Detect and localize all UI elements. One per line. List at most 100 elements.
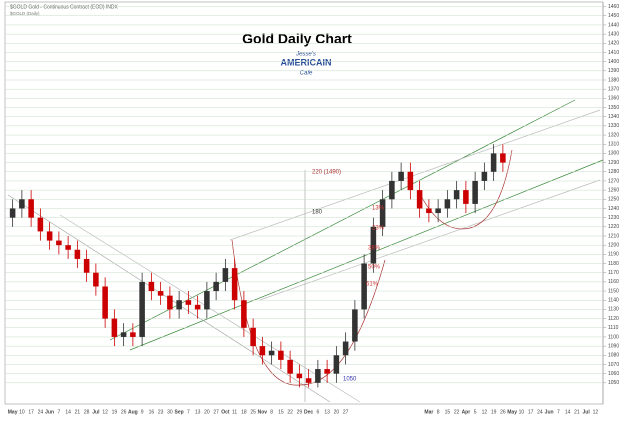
x-tick-label: 21 — [75, 409, 81, 415]
candle-body — [463, 190, 469, 204]
x-tick-label: May — [8, 409, 18, 415]
y-tick-label: 1270 — [608, 178, 619, 184]
y-tick-label: 1420 — [608, 41, 619, 47]
x-tick-label: 15 — [445, 409, 451, 415]
x-tick-label: 10 — [519, 409, 525, 415]
x-tick-label: 20 — [334, 409, 340, 415]
x-tick-label: 19 — [491, 409, 497, 415]
annotation: 61% — [366, 282, 379, 288]
y-tick-label: 1400 — [608, 59, 619, 65]
y-tick-label: 1170 — [608, 270, 619, 276]
x-tick-label: Nov — [258, 409, 268, 415]
candle-body — [379, 199, 386, 227]
candle-body — [111, 318, 118, 337]
x-tick-label: 14 — [565, 409, 571, 415]
candle-body — [407, 171, 414, 191]
x-tick-label: 25 — [250, 409, 256, 415]
y-tick-label: 1080 — [608, 353, 619, 359]
y-tick-label: 1360 — [608, 96, 619, 102]
candle-body — [398, 171, 404, 181]
candle-body — [490, 153, 497, 172]
y-tick-label: 1320 — [608, 132, 619, 138]
x-tick-label: Jul — [92, 409, 100, 415]
x-tick-label: Jul — [583, 409, 591, 415]
y-tick-label: 1370 — [608, 87, 619, 93]
y-tick-label: 1100 — [608, 334, 619, 340]
y-tick-label: 1330 — [608, 123, 619, 129]
y-tick-label: 1460 — [608, 4, 619, 10]
x-tick-label: 16 — [149, 409, 155, 415]
y-tick-label: 1210 — [608, 233, 619, 239]
x-tick-label: 10 — [19, 409, 25, 415]
y-tick-label: 1260 — [608, 187, 619, 193]
x-tick-label: 12 — [593, 409, 599, 415]
candle-body — [185, 300, 192, 305]
x-tick-label: 8 — [437, 409, 440, 415]
candle-body — [305, 378, 312, 383]
y-tick-label: 1180 — [608, 261, 619, 267]
candle-body — [231, 268, 238, 301]
candle-body — [213, 281, 219, 292]
candle-body — [472, 180, 478, 204]
x-tick-label: 22 — [454, 409, 460, 415]
y-tick-label: 1110 — [608, 325, 619, 331]
y-tick-label: 1290 — [608, 160, 619, 166]
annotation: 180 — [312, 210, 323, 216]
candle-body — [389, 180, 395, 200]
x-tick-label: 22 — [287, 409, 293, 415]
x-tick-label: 6 — [316, 409, 319, 415]
candle-body — [435, 208, 441, 214]
logo-bottom: Cafe — [300, 71, 313, 77]
candle-body — [120, 332, 127, 337]
candle-body — [426, 208, 432, 214]
y-tick-label: 1340 — [608, 114, 619, 120]
x-tick-label: 27 — [213, 409, 219, 415]
candle-body — [444, 199, 451, 209]
candle-body — [139, 281, 145, 337]
chart-subheader: $GOLD (Daily) — [10, 11, 40, 16]
candle-body — [453, 190, 460, 200]
candle-body — [315, 369, 321, 383]
y-tick-label: 1200 — [608, 243, 619, 249]
x-tick-label: 12 — [482, 409, 488, 415]
chart-title: Gold Daily Chart — [242, 31, 352, 47]
candle-body — [361, 263, 367, 310]
candle-body — [324, 369, 330, 374]
x-tick-label: 13 — [324, 409, 330, 415]
candle-body — [130, 332, 136, 337]
candle-body — [342, 341, 349, 356]
x-tick-label: 17 — [528, 409, 534, 415]
y-tick-label: 1240 — [608, 206, 619, 212]
candle-body — [28, 199, 34, 218]
x-tick-label: 28 — [84, 409, 90, 415]
logo-top: Jesse's — [295, 52, 316, 58]
y-tick-label: 1350 — [608, 105, 619, 111]
x-tick-label: 11 — [232, 409, 237, 415]
y-tick-label: 1070 — [608, 362, 619, 368]
candle-body — [176, 300, 182, 310]
y-tick-label: 1150 — [608, 288, 619, 294]
x-tick-label: Aug — [128, 409, 138, 415]
x-tick-label: 19 — [112, 409, 118, 415]
candle-body — [481, 171, 488, 181]
candle-body — [222, 268, 229, 282]
candle-body — [268, 350, 275, 356]
y-tick-label: 1130 — [608, 307, 619, 313]
x-tick-label: May — [507, 409, 517, 415]
candle-body — [148, 281, 155, 292]
x-tick-label: 7 — [57, 409, 60, 415]
y-tick-label: 1300 — [608, 151, 619, 157]
x-tick-label: 9 — [141, 409, 144, 415]
candle-body — [74, 249, 81, 259]
x-tick-label: 17 — [28, 409, 34, 415]
candle-body — [287, 359, 293, 374]
annotation: 23% — [372, 226, 385, 232]
candle-body — [500, 153, 506, 163]
x-tick-label: 26 — [121, 409, 127, 415]
x-tick-label: 24 — [537, 409, 543, 415]
candle-body — [416, 190, 423, 209]
x-tick-label: 23 — [158, 409, 164, 415]
y-tick-label: 1250 — [608, 197, 619, 203]
candle-body — [259, 346, 266, 356]
